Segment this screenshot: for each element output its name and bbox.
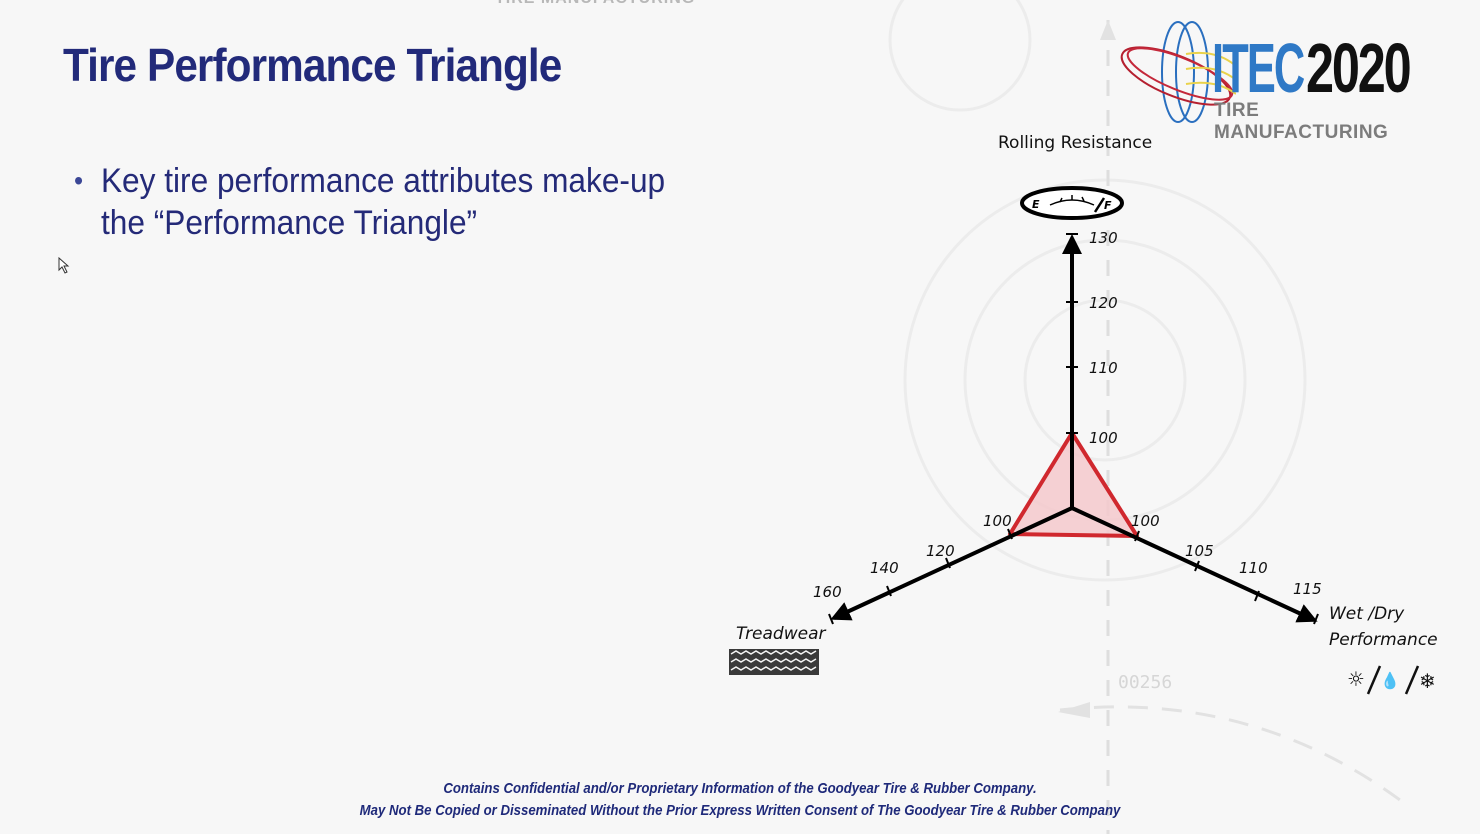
tire-tread-icon	[729, 649, 819, 675]
tick-label: 100	[1089, 429, 1118, 447]
footer-line-2: May Not Be Copied or Disseminated Withou…	[359, 802, 1121, 819]
logo-brand: ITEC	[1212, 29, 1305, 107]
axis-treadwear	[830, 506, 1073, 621]
logo-year: 2020	[1306, 29, 1412, 107]
bullet-item: • Key tire performance attributes make-u…	[74, 160, 696, 244]
watermark-code: 00256	[1118, 672, 1172, 693]
sun-rain-snow-icon: ☼ 💧 ❄	[1347, 665, 1436, 695]
itec-logo: ITEC 2020 TIRE MANUFACTURING	[1116, 14, 1436, 143]
snowflake-icon: ❄	[1419, 669, 1436, 693]
tick-label: 100	[1131, 512, 1160, 530]
bullet-list: • Key tire performance attributes make-u…	[74, 160, 743, 244]
tick-label: 120	[926, 542, 955, 560]
logo-swirl-icon	[1120, 21, 1236, 123]
footer-line-1: Contains Confidential and/or Proprietary…	[443, 780, 1037, 797]
axis-title-rolling-resistance: Rolling Resistance	[998, 133, 1152, 153]
axis-wet-dry	[1071, 506, 1318, 623]
gauge-full-label: F	[1104, 199, 1112, 212]
axis-title-treadwear: Treadwear	[736, 624, 827, 644]
axis-title-wet-dry: Wet /Dry Performance	[1329, 604, 1438, 650]
tick-label: 120	[1089, 294, 1118, 312]
slide-title: Tire Performance Triangle	[63, 39, 562, 91]
gauge-empty-label: E	[1032, 198, 1040, 211]
bullet-line-2: the “Performance Triangle”	[100, 204, 478, 242]
tick-label: 110	[1239, 559, 1268, 577]
sun-icon: ☼	[1347, 667, 1365, 691]
logo-subtitle: TIRE MANUFACTURING	[1214, 100, 1389, 143]
tick-label: 100	[983, 512, 1012, 530]
tick-label: 110	[1089, 359, 1118, 377]
tick-label: 115	[1293, 580, 1322, 598]
mouse-cursor-icon	[58, 257, 70, 274]
bullet-line-1: Key tire performance attributes make-up	[100, 162, 666, 200]
bullet-dot-icon: •	[74, 165, 84, 196]
tick-label: 105	[1185, 542, 1214, 560]
tick-label: 140	[870, 559, 899, 577]
tick-label: 160	[813, 583, 842, 601]
header-fragment: TIRE MANUFACTURING	[495, 0, 695, 8]
tick-label: 130	[1089, 229, 1118, 247]
rain-icon: 💧	[1380, 671, 1400, 690]
fuel-gauge-icon: E F	[1020, 186, 1124, 220]
